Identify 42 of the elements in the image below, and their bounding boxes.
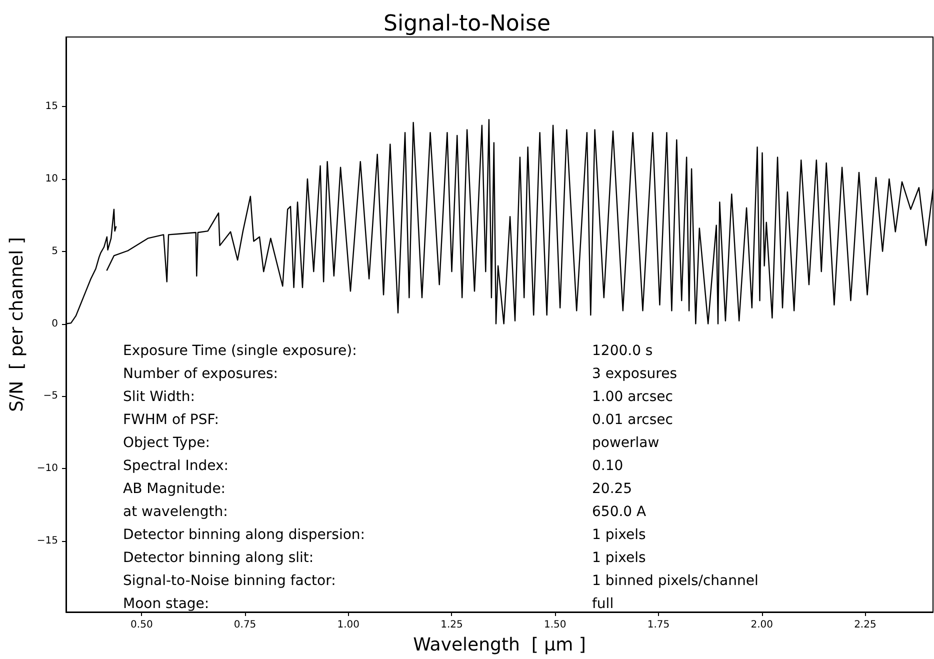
annotation: FWHM of PSF: [123,412,219,428]
annotation: Moon stage: [123,596,210,612]
x-tick-label: 2.25 [854,620,876,630]
y-tick-label: 0 [52,318,58,330]
y-tick-label: 5 [52,246,58,257]
x-tick-label: 0.50 [130,620,153,630]
annotation: Exposure Time (single exposure): [123,343,357,359]
chart-title: Signal-to-Noise [384,12,550,36]
annotation: 650.0 A [592,504,647,520]
annotation: 0.01 arcsec [592,412,673,428]
y-tick-label: 15 [45,101,58,112]
x-tick-label: 1.75 [647,620,670,630]
x-tick-label: 1.25 [440,620,463,630]
x-tick-label: 1.00 [337,620,360,630]
annotation: 1200.0 s [592,343,653,359]
annotation: Slit Width: [123,389,195,405]
annotation: Detector binning along slit: [123,550,314,566]
annotation: 3 exposures [592,366,677,382]
x-tick-label: 1.50 [544,620,566,630]
annotation: Object Type: [123,435,210,451]
annotation: Number of exposures: [123,366,278,382]
x-tick-label: 2.00 [750,620,773,630]
annotation: AB Magnitude: [123,481,226,497]
annotation: 1.00 arcsec [592,389,673,405]
annotation: 1 pixels [592,550,646,566]
annotation: full [592,596,614,612]
annotation: Spectral Index: [123,458,229,474]
annotation: 1 binned pixels/channel [592,573,758,589]
y-axis-title: S/N [ per channel ] [6,237,28,412]
annotation: powerlaw [592,435,660,451]
annotation: 20.25 [592,481,632,497]
x-axis-title: Wavelength [ μm ] [413,634,586,656]
y-tick-label: 10 [45,173,58,184]
annotation: at wavelength: [123,504,228,520]
annotation: Signal-to-Noise binning factor: [123,573,336,589]
annotation: 0.10 [592,458,624,474]
y-tick-label: −5 [43,390,58,402]
annotation: 1 pixels [592,527,646,543]
annotation: Detector binning along dispersion: [123,527,365,543]
y-tick-label: −10 [36,463,58,474]
y-tick-label: −15 [36,536,58,547]
x-tick-label: 0.75 [234,620,256,630]
